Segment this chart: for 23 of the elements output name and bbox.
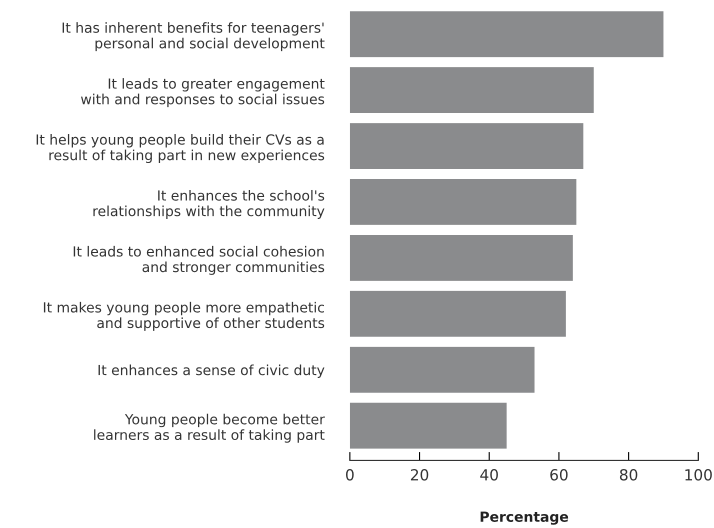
y-tick-label: It makes young people more empathetic and supportive of other students [44, 302, 324, 331]
y-tick-label: It leads to enhanced social cohesion and stronger communities [74, 246, 324, 275]
x-tick-label: 20 [410, 469, 428, 481]
y-tick-label: It helps young people build their CVs as a result of taking part in new experiences [36, 134, 324, 164]
y-tick-label: It has inherent benefits for teenagers' personal and social development [62, 22, 325, 52]
x-tick-label: 100 [685, 469, 712, 481]
y-tick-label: Young people become better learners as a result of taking part [94, 414, 325, 443]
x-tick-label: 0 [346, 469, 354, 481]
x-tick-label: 80 [620, 469, 638, 481]
bar [350, 179, 576, 225]
bar [350, 290, 566, 337]
bar [350, 11, 664, 58]
bar [350, 67, 594, 114]
x-tick-label: 40 [480, 469, 498, 481]
y-tick-label: It enhances the school's relationships with the community [93, 190, 324, 219]
bar [350, 346, 535, 393]
y-tick-label: It leads to greater engagement with and responses to social issues [81, 78, 325, 108]
x-axis-title: Percentage [480, 512, 568, 525]
bar [350, 234, 573, 281]
bar [350, 123, 584, 169]
bar [350, 402, 507, 449]
y-tick-label: It enhances a sense of civic duty [98, 364, 324, 378]
x-tick-label: 60 [550, 469, 568, 481]
